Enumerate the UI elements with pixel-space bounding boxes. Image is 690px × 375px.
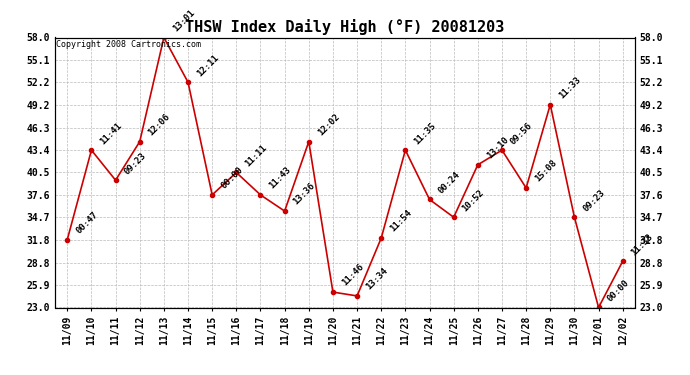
Text: 11:11: 11:11 [244, 143, 268, 168]
Text: 11:33: 11:33 [558, 75, 582, 100]
Text: 13:10: 13:10 [485, 135, 510, 160]
Text: 13:34: 13:34 [364, 266, 389, 292]
Text: 13:01: 13:01 [171, 8, 196, 33]
Text: 12:02: 12:02 [316, 112, 341, 138]
Text: Copyright 2008 Cartronics.com: Copyright 2008 Cartronics.com [56, 40, 201, 49]
Text: 12:06: 12:06 [147, 112, 172, 138]
Text: 00:00: 00:00 [606, 278, 631, 303]
Text: 11:35: 11:35 [413, 121, 437, 146]
Text: 11:54: 11:54 [388, 209, 413, 234]
Text: 11:41: 11:41 [99, 121, 124, 146]
Text: 00:24: 00:24 [437, 170, 462, 195]
Text: 11:33: 11:33 [630, 232, 655, 257]
Text: 15:08: 15:08 [533, 158, 558, 184]
Text: 00:47: 00:47 [75, 210, 99, 236]
Text: 09:56: 09:56 [509, 121, 534, 146]
Text: 11:43: 11:43 [268, 165, 293, 191]
Text: 10:52: 10:52 [461, 188, 486, 213]
Text: 09:23: 09:23 [123, 151, 148, 176]
Text: 13:36: 13:36 [292, 182, 317, 207]
Text: 00:00: 00:00 [219, 165, 244, 191]
Title: THSW Index Daily High (°F) 20081203: THSW Index Daily High (°F) 20081203 [186, 19, 504, 35]
Text: 09:23: 09:23 [582, 188, 607, 213]
Text: 12:11: 12:11 [195, 53, 220, 78]
Text: 11:46: 11:46 [340, 262, 365, 288]
